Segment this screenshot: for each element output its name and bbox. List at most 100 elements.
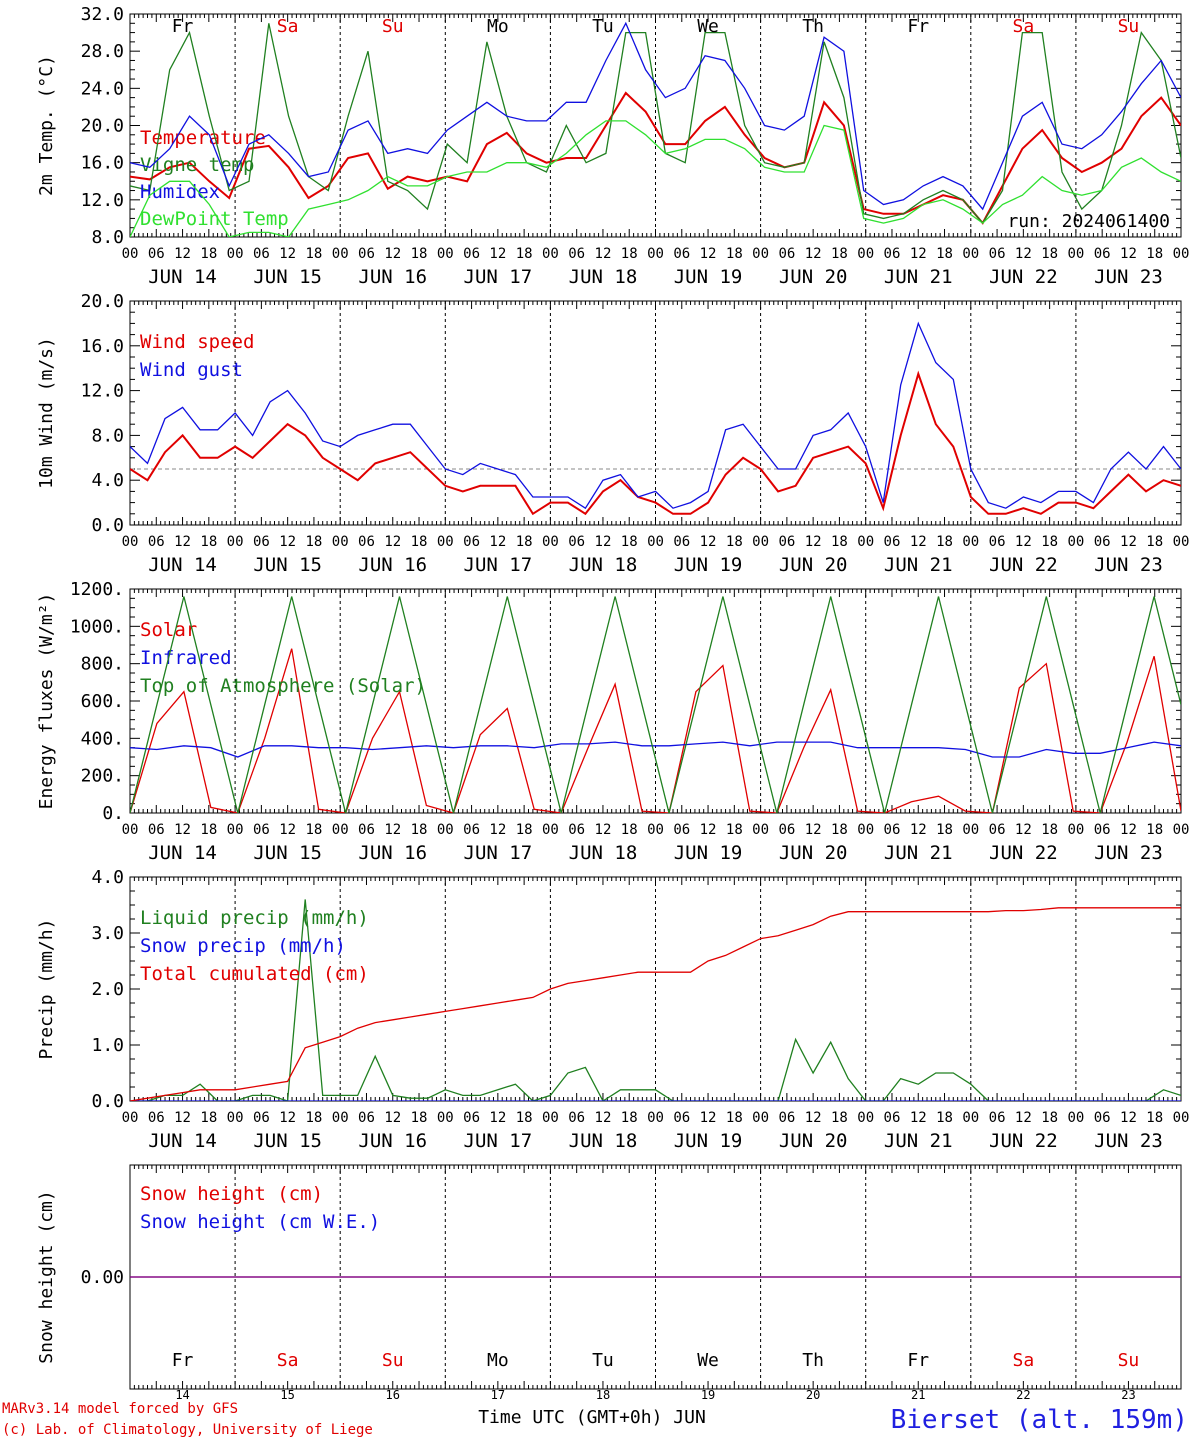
hour-label: 12 xyxy=(1120,534,1137,550)
hour-label: 18 xyxy=(516,822,533,838)
hour-label: 06 xyxy=(148,822,165,838)
y-axis-label: Energy fluxes (W/m²) xyxy=(36,593,57,810)
weekday-label: Th xyxy=(802,16,824,37)
hour-label: 00 xyxy=(647,534,664,550)
hour-label: 18 xyxy=(621,246,638,262)
weekday-label: Fr xyxy=(907,1350,929,1371)
day-number: 14 xyxy=(175,1388,189,1402)
hour-label: 12 xyxy=(805,822,822,838)
hour-label: 06 xyxy=(884,534,901,550)
y-tick-label: 16.0 xyxy=(81,153,124,174)
hour-label: 12 xyxy=(279,822,296,838)
day-label: JUN 21 xyxy=(884,842,953,864)
hour-label: 18 xyxy=(516,246,533,262)
hour-label: 12 xyxy=(910,246,927,262)
hour-label: 12 xyxy=(384,1110,401,1126)
day-label: JUN 14 xyxy=(148,842,217,864)
legend-entry: Humidex xyxy=(140,181,220,203)
day-label: JUN 19 xyxy=(674,266,743,288)
weekday-label: Fr xyxy=(172,16,194,37)
hour-label: 00 xyxy=(542,246,559,262)
hour-label: 00 xyxy=(647,1110,664,1126)
legend-entry: Vigne temp xyxy=(140,154,254,176)
day-label: JUN 17 xyxy=(464,842,533,864)
day-number: 15 xyxy=(280,1388,294,1402)
hour-label: 18 xyxy=(305,822,322,838)
hour-label: 12 xyxy=(595,534,612,550)
y-tick-label: 24.0 xyxy=(81,78,124,99)
hour-label: 00 xyxy=(122,822,139,838)
hour-label: 06 xyxy=(463,1110,480,1126)
hour-label: 06 xyxy=(253,1110,270,1126)
hour-label: 06 xyxy=(253,534,270,550)
hour-label: 12 xyxy=(174,822,191,838)
hour-label: 06 xyxy=(673,822,690,838)
day-label: JUN 19 xyxy=(674,554,743,576)
hour-label: 12 xyxy=(700,534,717,550)
series-line-total-cumulated-cm- xyxy=(130,907,1181,1101)
hour-label: 06 xyxy=(778,822,795,838)
hour-label: 18 xyxy=(411,1110,428,1126)
hour-label: 06 xyxy=(568,1110,585,1126)
y-tick-label: 0. xyxy=(102,803,124,824)
legend-entry: Total cumulated (cm) xyxy=(140,963,369,985)
y-tick-label: 12.0 xyxy=(81,190,124,211)
hour-label: 18 xyxy=(305,246,322,262)
hour-label: 18 xyxy=(200,1110,217,1126)
day-label: JUN 22 xyxy=(989,554,1058,576)
hour-label: 00 xyxy=(227,534,244,550)
hour-label: 00 xyxy=(122,534,139,550)
hour-label: 18 xyxy=(621,1110,638,1126)
day-label: JUN 22 xyxy=(989,842,1058,864)
hour-label: 12 xyxy=(700,1110,717,1126)
hour-label: 06 xyxy=(884,1110,901,1126)
hour-label: 00 xyxy=(962,534,979,550)
legend-entry: Temperature xyxy=(140,127,266,149)
series-line-wind-speed xyxy=(130,370,1181,516)
weekday-label: Fr xyxy=(907,16,929,37)
y-tick-label: 0.0 xyxy=(91,515,124,536)
hour-label: 12 xyxy=(700,822,717,838)
y-tick-label: 4.0 xyxy=(91,470,124,491)
hour-label: 00 xyxy=(647,246,664,262)
hour-label: 12 xyxy=(384,822,401,838)
y-tick-label: 200. xyxy=(81,766,124,787)
day-label: JUN 19 xyxy=(674,1130,743,1152)
y-tick-label: 20.0 xyxy=(81,116,124,137)
hour-label: 18 xyxy=(411,246,428,262)
hour-label: 18 xyxy=(831,1110,848,1126)
hour-label: 00 xyxy=(1067,822,1084,838)
y-tick-label: 1000. xyxy=(70,616,124,637)
hour-label: 00 xyxy=(857,534,874,550)
hour-label: 18 xyxy=(516,1110,533,1126)
hour-label: 12 xyxy=(1015,534,1032,550)
hour-label: 00 xyxy=(332,246,349,262)
weekday-label: Su xyxy=(1118,16,1140,37)
weekday-label: Mo xyxy=(487,1350,509,1371)
hour-label: 00 xyxy=(437,1110,454,1126)
hour-label: 12 xyxy=(1015,246,1032,262)
y-tick-label: 800. xyxy=(81,654,124,675)
weekday-label: Tu xyxy=(592,1350,614,1371)
hour-label: 06 xyxy=(673,534,690,550)
y-tick-label: 2.0 xyxy=(91,979,124,1000)
hour-label: 00 xyxy=(437,534,454,550)
y-tick-label: 8.0 xyxy=(91,425,124,446)
hour-label: 06 xyxy=(568,246,585,262)
weekday-label: Sa xyxy=(1013,16,1035,37)
hour-label: 18 xyxy=(936,822,953,838)
day-label: JUN 23 xyxy=(1094,554,1163,576)
series-line-wind-gust xyxy=(130,321,1181,510)
hour-label: 00 xyxy=(1173,822,1190,838)
hour-label: 18 xyxy=(305,1110,322,1126)
hour-label: 18 xyxy=(621,822,638,838)
station-name: Bierset (alt. 159m) xyxy=(891,1405,1188,1435)
hour-label: 18 xyxy=(936,246,953,262)
hour-label: 18 xyxy=(1146,246,1163,262)
hour-label: 00 xyxy=(122,246,139,262)
hour-label: 06 xyxy=(253,246,270,262)
day-label: JUN 22 xyxy=(989,1130,1058,1152)
day-label: JUN 15 xyxy=(253,266,322,288)
hour-label: 18 xyxy=(831,534,848,550)
